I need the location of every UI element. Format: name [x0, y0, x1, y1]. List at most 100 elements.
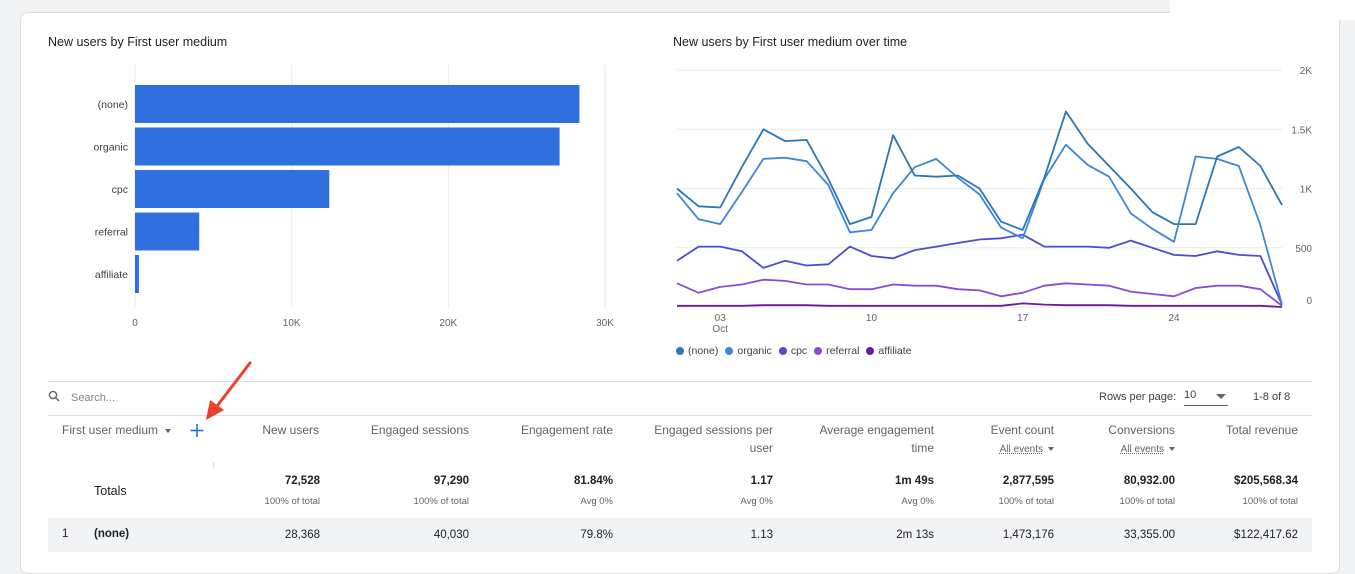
rows-per-page-value: 10 — [1184, 389, 1197, 401]
pagination-range: 1-8 of 8 — [1253, 391, 1291, 403]
line-x-tick-label: 24 — [1168, 313, 1180, 324]
search-input[interactable]: Search... — [71, 391, 116, 404]
chevron-down-icon — [165, 428, 172, 433]
annotation-arrow-icon — [206, 361, 252, 420]
line-y-tick-label: 0 — [1306, 296, 1312, 307]
total-engaged-sessions-sub: 100% of total — [413, 496, 469, 507]
header-line: Engaged sessions per — [654, 423, 773, 437]
line-y-tick-label: 2K — [1300, 66, 1313, 77]
row-revenue: $122,417.62 — [1234, 529, 1298, 541]
add-dimension-plus-icon[interactable] — [189, 421, 205, 439]
column-header-engaged-sessions-per-user[interactable]: Engaged sessions per user — [654, 421, 773, 457]
bar-chart: 0 10K 20K 30K (none) organic cpc referral affili… — [94, 65, 614, 329]
legend-label: organic — [737, 345, 772, 357]
divider — [48, 415, 1312, 416]
bar-category-label: referral — [95, 227, 128, 239]
bar-category-label: affiliate — [95, 269, 128, 281]
column-header-conversions[interactable]: Conversions All events — [1108, 421, 1175, 459]
column-header-event-count[interactable]: Event count All events — [991, 421, 1054, 459]
total-engaged-sessions: 97,290 — [433, 475, 469, 487]
header-line: Conversions — [1108, 423, 1175, 437]
header-line: Average engagement — [819, 423, 934, 437]
row-conversions: 33,355.00 — [1123, 529, 1175, 541]
totals-label: Totals — [94, 484, 127, 498]
divider — [48, 381, 1312, 382]
row-index: 1 — [62, 528, 69, 540]
bar-category-label: organic — [94, 142, 128, 154]
column-divider — [213, 462, 214, 468]
legend-item[interactable]: referral — [814, 345, 859, 357]
column-header-average-engagement-time[interactable]: Average engagement time — [819, 421, 934, 457]
bar-chart-title: New users by First user medium — [48, 35, 228, 49]
total-espu-sub: Avg 0% — [740, 496, 773, 507]
legend-dot-icon — [866, 347, 875, 355]
legend-label: referral — [826, 345, 860, 357]
line-chart-title: New users by First user medium over time — [673, 35, 908, 49]
total-revenue-sub: 100% of total — [1242, 496, 1298, 507]
row-engagement-rate: 79.8% — [580, 529, 613, 541]
total-event-count: 2,877,595 — [1002, 475, 1054, 487]
line-y-tick-label: 500 — [1295, 244, 1312, 255]
bar[interactable] — [135, 85, 580, 123]
series-line[interactable] — [676, 278, 1283, 307]
dimension-header-label: First user medium — [62, 423, 159, 437]
total-event-count-sub: 100% of total — [998, 496, 1054, 507]
rows-per-page-select[interactable]: 10 — [1184, 389, 1228, 406]
line-x-tick-label: 17 — [1017, 313, 1029, 324]
bar-x-tick-label: 0 — [132, 318, 138, 329]
bar-x-tick-label: 10K — [283, 318, 301, 329]
total-espu: 1.17 — [750, 475, 773, 487]
legend-dot-icon — [778, 347, 787, 355]
table-row[interactable] — [48, 518, 1312, 552]
legend-item[interactable]: affiliate — [866, 345, 912, 357]
top-fade — [1170, 0, 1355, 20]
caret-down-icon — [1048, 446, 1054, 451]
row-espu: 1.13 — [750, 529, 773, 541]
column-header-engaged-sessions[interactable]: Engaged sessions — [370, 423, 469, 437]
bar-x-tick-label: 20K — [439, 318, 457, 329]
series-line[interactable] — [676, 110, 1283, 231]
row-engaged-sessions: 40,030 — [433, 529, 469, 541]
bar[interactable] — [135, 255, 139, 293]
legend-dot-icon — [814, 347, 823, 355]
bar-x-tick-label: 30K — [596, 318, 614, 329]
legend-label: cpc — [790, 345, 808, 357]
total-revenue: $205,568.34 — [1234, 475, 1298, 487]
header-line: user — [749, 441, 773, 455]
header-line: time — [911, 441, 934, 455]
conversions-filter[interactable]: All events — [1108, 439, 1175, 459]
line-x-tick-label: 10 — [866, 313, 878, 324]
line-x-tick-label: 03 — [715, 313, 727, 324]
line-chart-legend: (none) organic cpc referral affiliate — [676, 345, 919, 357]
legend-item[interactable]: (none) — [676, 345, 718, 357]
event-filter-label: All events — [999, 444, 1043, 455]
series-line[interactable] — [677, 302, 1283, 308]
total-conversions-sub: 100% of total — [1119, 496, 1175, 507]
legend-dot-icon — [725, 347, 734, 355]
legend-dot-icon — [676, 347, 684, 355]
total-new-users: 72,528 — [284, 475, 320, 487]
search-box[interactable]: Search... — [48, 390, 115, 405]
column-header-new-users[interactable]: New users — [262, 423, 319, 437]
total-aet-sub: Avg 0% — [901, 496, 934, 507]
legend-item[interactable]: cpc — [778, 345, 808, 357]
row-aet: 2m 13s — [896, 529, 934, 541]
series-line[interactable] — [676, 233, 1283, 305]
series-line[interactable] — [676, 143, 1283, 305]
bar[interactable] — [135, 212, 200, 251]
total-new-users-sub: 100% of total — [264, 496, 320, 507]
total-engagement-rate: 81.84% — [573, 475, 613, 487]
total-conversions: 80,932.00 — [1123, 475, 1175, 487]
column-header-total-revenue[interactable]: Total revenue — [1225, 423, 1298, 437]
conversion-filter-label: All events — [1120, 444, 1164, 455]
row-medium[interactable]: (none) — [94, 528, 130, 540]
legend-item[interactable]: organic — [725, 345, 772, 357]
bar[interactable] — [135, 127, 560, 166]
column-header-engagement-rate[interactable]: Engagement rate — [520, 423, 613, 437]
row-new-users: 28,368 — [284, 529, 320, 541]
dimension-header[interactable]: First user medium — [62, 421, 172, 439]
event-count-filter[interactable]: All events — [991, 439, 1054, 459]
bar[interactable] — [135, 170, 330, 208]
legend-label: (none) — [688, 345, 719, 357]
